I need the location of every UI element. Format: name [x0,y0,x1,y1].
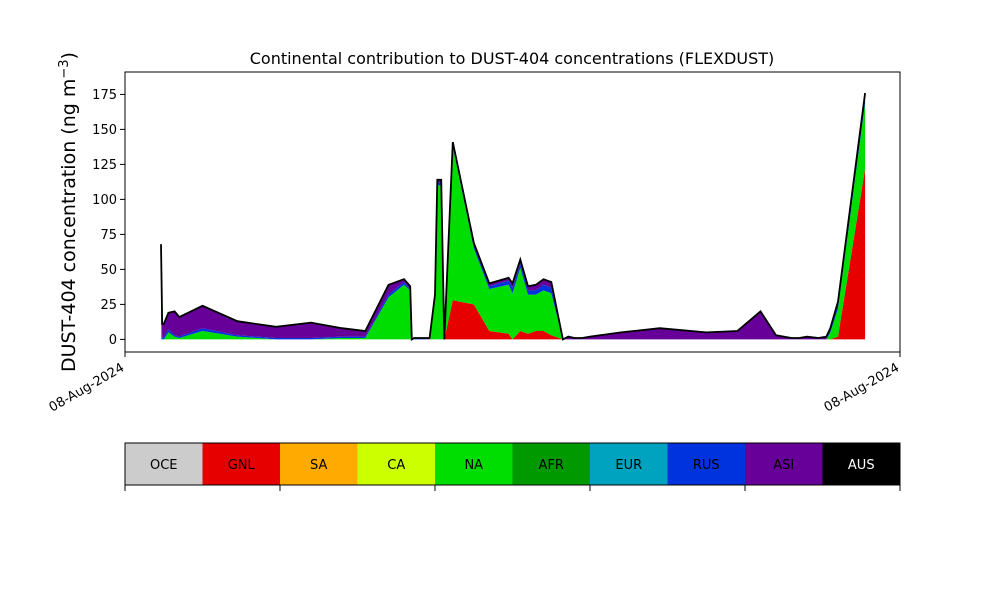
colorbar-label-sa: SA [310,458,327,473]
colorbar-cell-sa [280,443,358,485]
colorbar-label-eur: EUR [615,458,642,473]
x-axis-ticks: 08-Aug-2024 08-Aug-2024 [47,352,902,416]
colorbar-label-oce: OCE [150,458,178,473]
y-tick-label: 175 [92,88,117,103]
chart-title: Continental contribution to DUST-404 con… [250,49,775,68]
colorbar-label-asi: ASI [773,458,794,473]
plot-frame [124,71,901,353]
colorbar-label-afr: AFR [539,458,564,473]
continent-colorbar: OCE GNL SA CA NA AFR EUR RUS ASI AUS [124,443,901,491]
y-tick-label: 50 [100,263,117,278]
colorbar-cell-afr [512,443,591,485]
colorbar-label-aus: AUS [848,458,875,473]
y-axis-label-exponent: −3 [57,59,72,78]
colorbar-cell-oce [125,443,203,485]
colorbar-cell-aus [822,443,901,485]
y-tick-label: 125 [92,158,117,173]
x-tick-label: 08-Aug-2024 [822,360,902,415]
y-tick-label: 25 [100,298,117,313]
colorbar-label-gnl: GNL [228,458,256,473]
y-axis-label-text: DUST-404 concentration (ng m [58,79,80,372]
y-tick-label: 150 [92,123,117,138]
area-series-na [161,102,866,340]
total-outline-line [160,92,866,341]
colorbar-cell-ca [357,443,436,485]
y-tick-label: 100 [92,193,117,208]
colorbar-cell-na [435,443,513,485]
colorbar-label-ca: CA [387,458,405,473]
colorbar-cell-gnl [202,443,281,485]
y-axis-ticks: 0 25 50 75 100 125 150 175 [92,88,125,348]
colorbar-cell-rus [667,443,746,485]
y-tick-label: 0 [109,333,117,348]
colorbar-frame [124,442,901,486]
y-axis-label-close: ) [58,52,80,59]
colorbar-label-rus: RUS [693,458,720,473]
colorbar-cell-eur [590,443,668,485]
colorbar-cell-asi [745,443,823,485]
stacked-areas [161,93,866,340]
colorbar-label-na: NA [464,458,483,473]
y-tick-label: 75 [100,228,117,243]
area-series-rus [161,95,866,340]
y-axis-label: DUST-404 concentration (ng m−3) [57,52,80,372]
